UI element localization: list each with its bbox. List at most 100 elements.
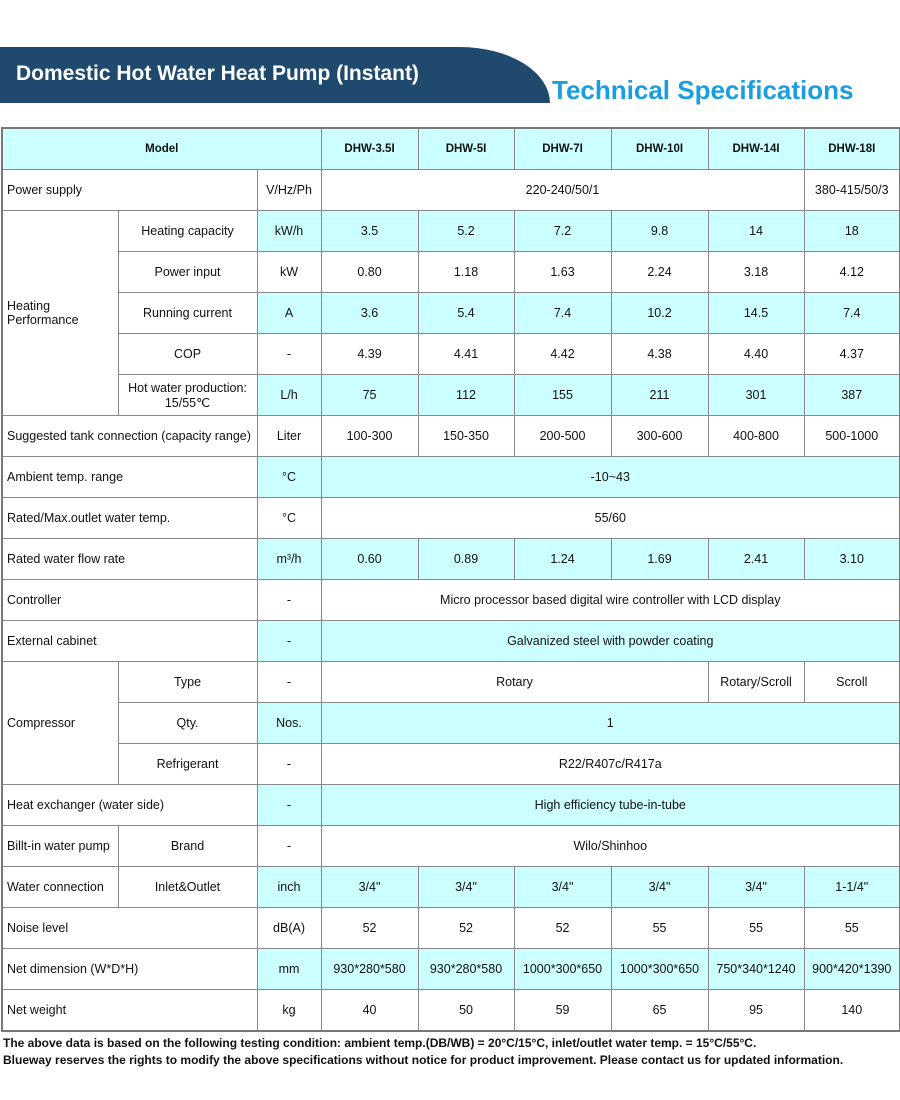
cell: 300-600 (610, 415, 709, 457)
model-header: Model (1, 127, 322, 170)
cell: 14.5 (707, 292, 805, 334)
table-row: Suggested tank connection (capacity rang… (1, 415, 900, 457)
group-label: Heating Performance (1, 210, 119, 416)
cell: 4.38 (610, 333, 709, 375)
cell: 65 (610, 989, 709, 1032)
unit: - (256, 333, 322, 375)
row-label: Refrigerant (117, 743, 258, 785)
unit: L/h (256, 374, 322, 416)
unit: - (256, 743, 322, 785)
table-row: Power input kW 0.80 1.18 1.63 2.24 3.18 4.12 (2, 251, 900, 293)
row-sublabel: Brand (117, 825, 258, 867)
cell: 3/4" (320, 866, 419, 908)
cell: 112 (417, 374, 515, 416)
cell: 59 (513, 989, 612, 1032)
unit: V/Hz/Ph (256, 169, 322, 211)
cell: 18 (803, 210, 900, 252)
row-label: Net weight (1, 989, 258, 1032)
cell: 155 (513, 374, 612, 416)
unit: Nos. (256, 702, 322, 744)
cell: 4.42 (513, 333, 612, 375)
cell: 52 (320, 907, 419, 949)
cell: 7.2 (513, 210, 612, 252)
cell: 1 (320, 702, 900, 744)
cell: 55/60 (320, 497, 900, 539)
row-label: Power input (117, 251, 258, 293)
cell: 3/4" (610, 866, 709, 908)
row-label: Suggested tank connection (capacity rang… (1, 415, 258, 457)
cell: 5.4 (417, 292, 515, 334)
unit: kW/h (256, 210, 322, 252)
unit: °C (256, 456, 322, 498)
unit: Liter (256, 415, 322, 457)
cell: 3.5 (320, 210, 419, 252)
cell: 3/4" (513, 866, 612, 908)
cell: 3.10 (803, 538, 900, 580)
cell: 380-415/50/3 (803, 169, 900, 211)
cell: 3.18 (707, 251, 805, 293)
table-row: Billt-in water pump Brand - Wilo/Shinhoo (1, 825, 900, 867)
cell: 7.4 (803, 292, 900, 334)
cell: 14 (707, 210, 805, 252)
cell: Scroll (803, 661, 900, 703)
cell: 4.12 (803, 251, 900, 293)
cell: 4.39 (320, 333, 419, 375)
cell: 140 (803, 989, 900, 1032)
cell: 95 (707, 989, 805, 1032)
cell: 52 (513, 907, 612, 949)
row-label: Running current (117, 292, 258, 334)
cell: Wilo/Shinhoo (320, 825, 900, 867)
row-label: Hot water production: 15/55℃ (117, 374, 258, 416)
cell: Rotary/Scroll (707, 661, 805, 703)
cell: 900*420*1390 (803, 948, 900, 990)
cell: 1-1/4" (803, 866, 900, 908)
cell: 52 (417, 907, 515, 949)
unit: A (256, 292, 322, 334)
cell: R22/R407c/R417a (320, 743, 900, 785)
cell: 1.24 (513, 538, 612, 580)
cell: 0.60 (320, 538, 419, 580)
model-name: DHW-18I (803, 127, 900, 170)
row-label: Rated water flow rate (1, 538, 258, 580)
row-label: Heating capacity (117, 210, 258, 252)
header-row: Model DHW-3.5I DHW-5I DHW-7I DHW-10I DHW-14I D… (1, 127, 900, 170)
model-name: DHW-5I (417, 127, 515, 170)
table-row: Running current A 3.6 5.4 7.4 10.2 14.5 7.4 (2, 292, 900, 334)
unit: m³/h (256, 538, 322, 580)
unit: inch (256, 866, 322, 908)
cell: -10~43 (320, 456, 900, 498)
table-row: Net dimension (W*D*H) mm 930*280*580 930*28… (1, 948, 900, 990)
unit: - (256, 661, 322, 703)
table-row: Controller - Micro processor based digital… (1, 579, 900, 621)
table-row: Hot water production: 15/55℃ L/h 75 112 155 2… (2, 374, 900, 416)
cell: 200-500 (513, 415, 612, 457)
cell: 10.2 (610, 292, 709, 334)
row-label: Qty. (117, 702, 258, 744)
table-row: Rated/Max.outlet water temp. °C 55/60 (1, 497, 900, 539)
row-label: Power supply (1, 169, 258, 211)
table-row: Compressor Type - Rotary Rotary/Scroll Scroll (1, 661, 900, 785)
cell: 4.41 (417, 333, 515, 375)
page-subtitle: Technical Specifications (552, 75, 854, 105)
cell: 2.24 (610, 251, 709, 293)
cell: 930*280*580 (417, 948, 515, 990)
cell: 55 (803, 907, 900, 949)
cell: 1.63 (513, 251, 612, 293)
table-row: Heat exchanger (water side) - High efficie… (1, 784, 900, 826)
table-row: Ambient temp. range °C -10~43 (1, 456, 900, 498)
cell: Galvanized steel with powder coating (320, 620, 900, 662)
footnotes: The above data is based on the following… (3, 1035, 843, 1069)
table-row: Refrigerant - R22/R407c/R417a (2, 743, 900, 785)
title-banner: Domestic Hot Water Heat Pump (Instant) (0, 47, 550, 103)
row-sublabel: Inlet&Outlet (117, 866, 258, 908)
cell: 750*340*1240 (707, 948, 805, 990)
cell: 3/4" (417, 866, 515, 908)
cell: 1000*300*650 (513, 948, 612, 990)
cell: 75 (320, 374, 419, 416)
unit: °C (256, 497, 322, 539)
spec-table: Model DHW-3.5I DHW-5I DHW-7I DHW-10I DHW-14I D… (1, 127, 900, 1032)
table-row: Rated water flow rate m³/h 0.60 0.89 1.24 1.6… (1, 538, 900, 580)
unit: - (256, 825, 322, 867)
unit: kW (256, 251, 322, 293)
row-label: External cabinet (1, 620, 258, 662)
